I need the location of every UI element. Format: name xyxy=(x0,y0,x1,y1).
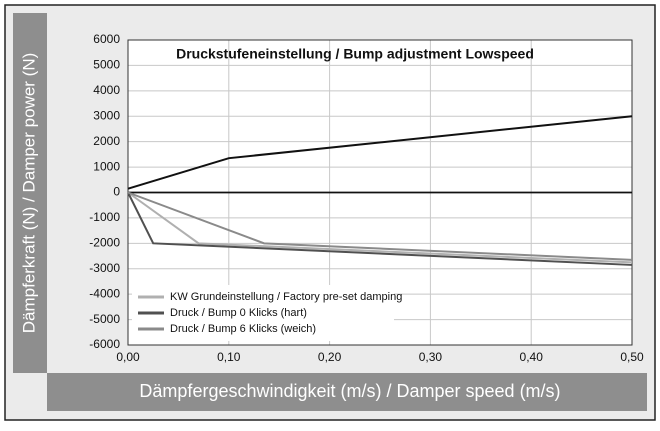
y-tick-label: 4000 xyxy=(93,83,120,97)
y-tick-label: -3000 xyxy=(89,261,120,275)
legend-box xyxy=(132,285,394,341)
y-tick-label: 2000 xyxy=(93,134,120,148)
series-line xyxy=(127,115,633,190)
legend-label: KW Grundeinstellung / Factory pre-set da… xyxy=(170,291,402,303)
y-tick-label: -4000 xyxy=(89,286,120,300)
y-tick-label: 6000 xyxy=(93,32,120,46)
x-label-strip xyxy=(47,373,647,411)
y-tick-label: 5000 xyxy=(93,58,120,72)
series-line xyxy=(127,192,633,266)
x-tick-label: 0,50 xyxy=(620,350,644,364)
y-tick-label: -1000 xyxy=(89,210,120,224)
y-label-strip xyxy=(13,13,47,373)
x-tick-label: 0,10 xyxy=(217,350,241,364)
x-tick-label: 0,00 xyxy=(116,350,140,364)
legend-label: Druck / Bump 6 Klicks (weich) xyxy=(170,323,316,335)
y-tick-label: -2000 xyxy=(89,236,120,250)
x-tick-label: 0,40 xyxy=(520,350,544,364)
series-line xyxy=(127,191,633,264)
chart-title: Druckstufeneinstellung / Bump adjustment… xyxy=(176,46,534,62)
y-tick-label: 1000 xyxy=(93,159,120,173)
y-tick-label: -6000 xyxy=(89,337,120,351)
x-axis-label: Dämpfergeschwindigkeit (m/s) / Damper sp… xyxy=(139,381,560,401)
y-tick-label: 3000 xyxy=(93,108,120,122)
y-axis-label: Dämpferkraft (N) / Damper power (N) xyxy=(19,53,38,334)
x-tick-label: 0,30 xyxy=(419,350,443,364)
y-tick-label: -5000 xyxy=(89,312,120,326)
x-tick-label: 0,20 xyxy=(318,350,342,364)
series-line xyxy=(127,191,633,261)
legend-label: Druck / Bump 0 Klicks (hart) xyxy=(170,307,307,319)
y-tick-label: 0 xyxy=(113,185,120,199)
